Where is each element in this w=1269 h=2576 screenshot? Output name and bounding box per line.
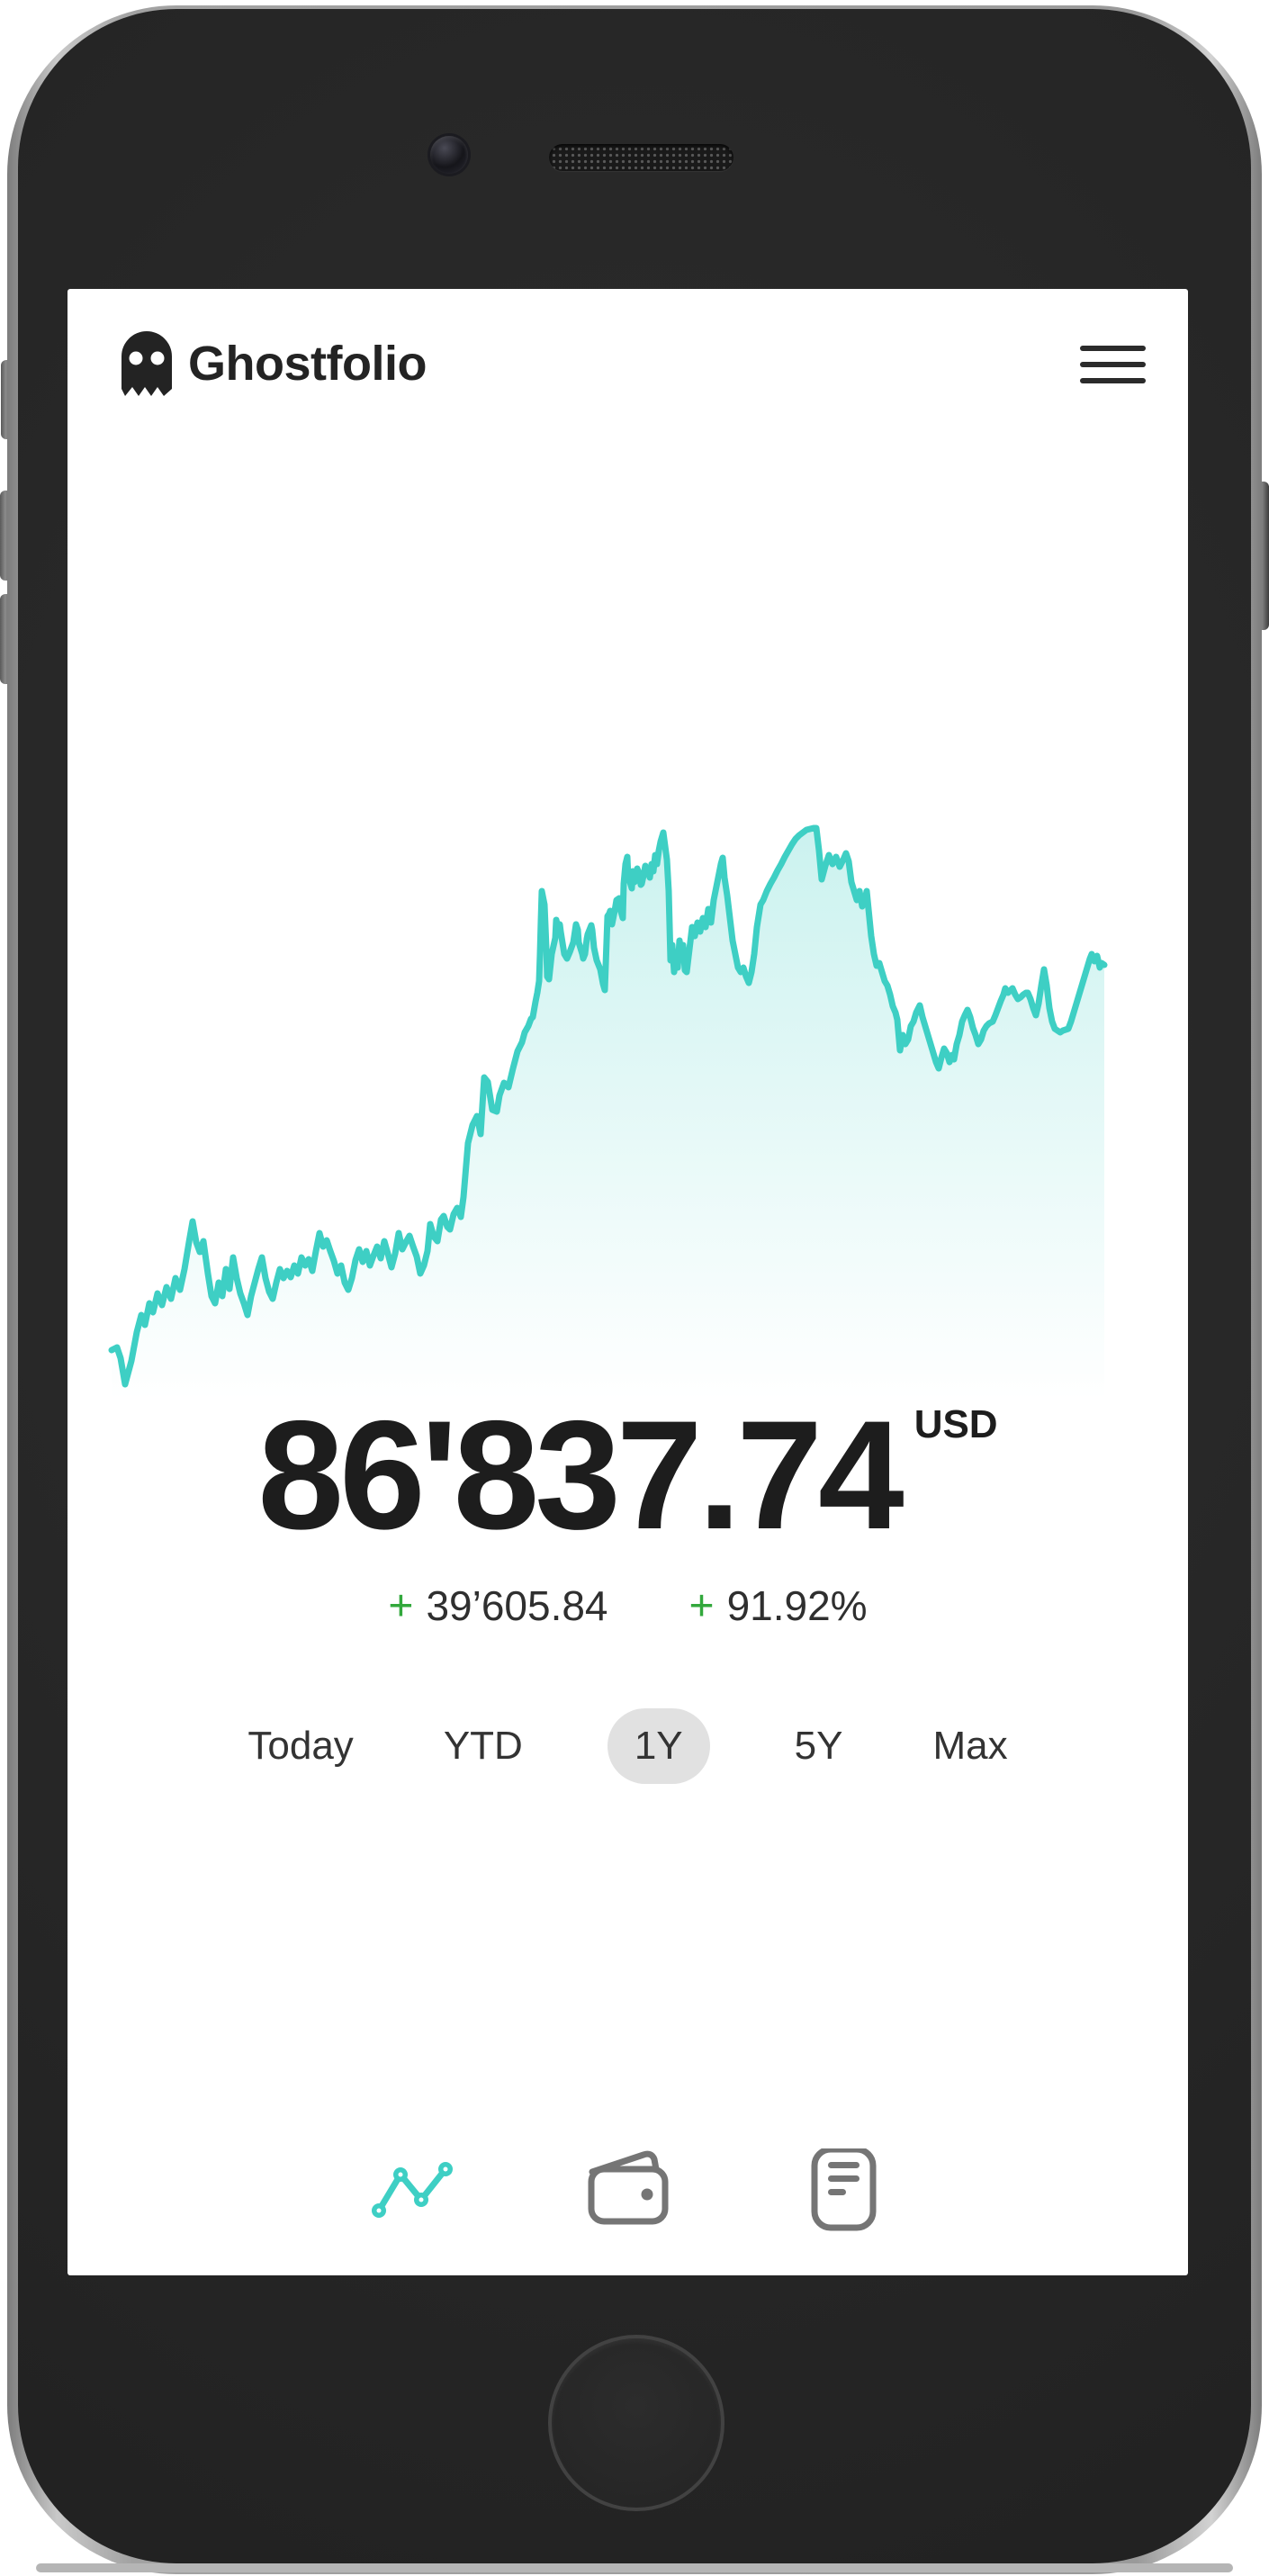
absolute-change: + 39’605.84 bbox=[388, 1585, 608, 1628]
performance-chart-icon bbox=[371, 2162, 453, 2218]
percent-change: + 91.92% bbox=[689, 1585, 868, 1628]
range-button-1y[interactable]: 1Y bbox=[607, 1708, 710, 1784]
portfolio-value-block: 86'837.74 USD bbox=[68, 1398, 1188, 1553]
hamburger-bar bbox=[1080, 378, 1146, 383]
portfolio-total-value: 86'837.74 bbox=[257, 1389, 904, 1562]
chart-line bbox=[108, 824, 1108, 1388]
plus-sign: + bbox=[688, 1582, 715, 1630]
ghost-icon bbox=[122, 331, 172, 396]
tab-transactions[interactable] bbox=[804, 2146, 885, 2231]
page-title: Ghostfolio bbox=[188, 337, 427, 391]
currency-label: USD bbox=[914, 1402, 998, 1446]
home-button bbox=[548, 2335, 724, 2511]
wallet-icon bbox=[588, 2150, 668, 2225]
app-header: Ghostfolio bbox=[122, 331, 427, 396]
front-camera-icon bbox=[430, 136, 468, 174]
hamburger-bar bbox=[1080, 362, 1146, 367]
phone-bottom-edge bbox=[36, 2563, 1233, 2572]
plus-sign: + bbox=[388, 1582, 414, 1630]
range-button-max[interactable]: Max bbox=[932, 1724, 1008, 1768]
range-button-today[interactable]: Today bbox=[248, 1724, 354, 1768]
bottom-tab-bar bbox=[68, 2146, 1188, 2231]
tab-overview[interactable] bbox=[371, 2148, 453, 2231]
performance-area-chart bbox=[108, 824, 1108, 1401]
transactions-icon bbox=[811, 2146, 876, 2231]
range-button-ytd[interactable]: YTD bbox=[443, 1724, 523, 1768]
absolute-change-value: 39’605.84 bbox=[426, 1582, 608, 1629]
percent-change-value: 91.92% bbox=[726, 1582, 868, 1629]
date-range-selector: Today YTD 1Y 5Y Max bbox=[68, 1708, 1188, 1784]
earpiece-speaker bbox=[549, 144, 734, 171]
hamburger-bar bbox=[1080, 346, 1146, 351]
hamburger-menu-icon[interactable] bbox=[1080, 346, 1146, 383]
app-screen: Ghostfolio 86'837.74 USD + 39’605.84 + 91… bbox=[68, 289, 1188, 2275]
range-button-5y[interactable]: 5Y bbox=[794, 1724, 843, 1768]
change-row: + 39’605.84 + 91.92% bbox=[68, 1585, 1188, 1628]
tab-holdings[interactable] bbox=[588, 2148, 669, 2231]
